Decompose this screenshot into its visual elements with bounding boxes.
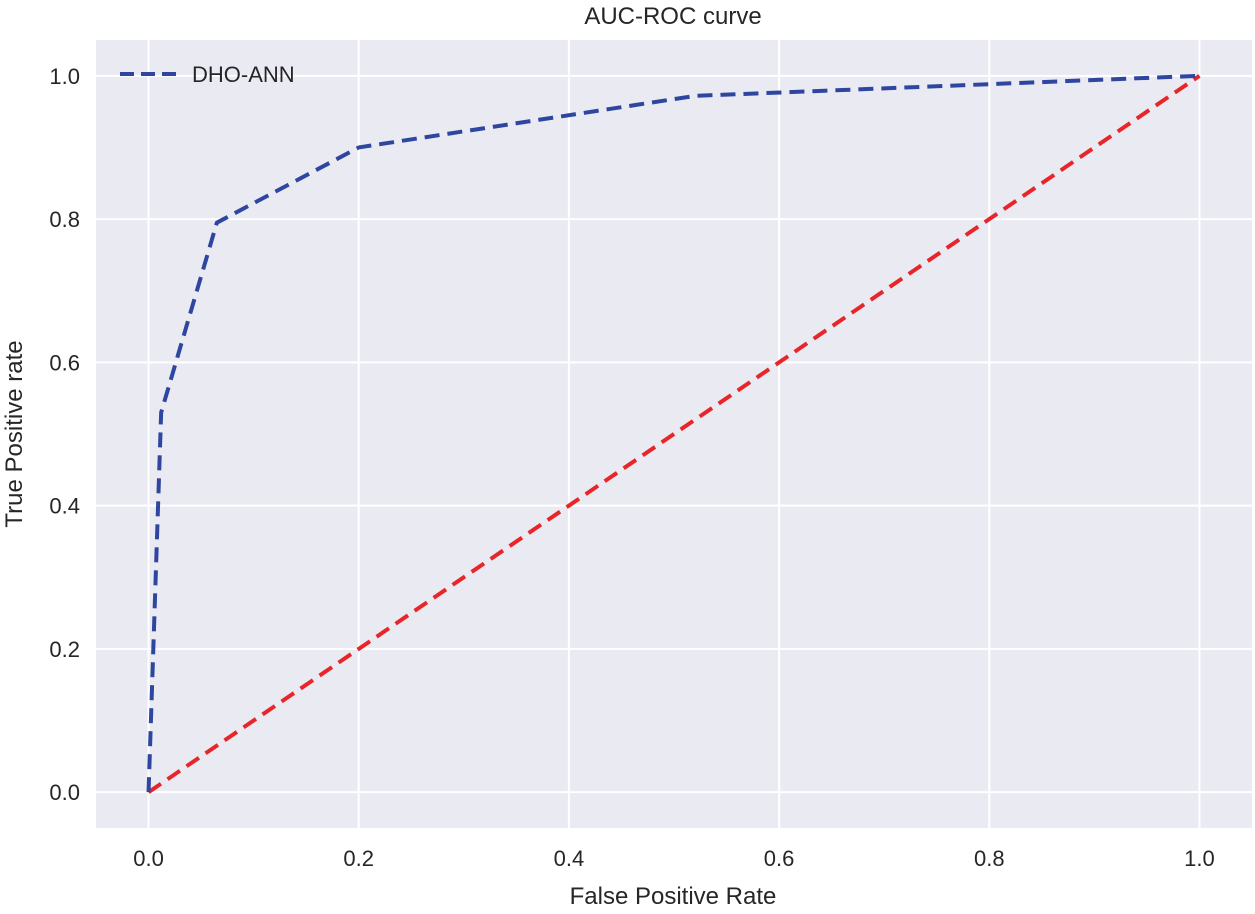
- x-tick-label: 0.6: [764, 846, 795, 871]
- series-line-dho-ann: [146, 73, 1200, 793]
- x-tick-labels: 0.0 0.2 0.4 0.6 0.8 1.0: [133, 846, 1215, 871]
- series-layer: [146, 73, 1201, 794]
- x-axis-label: False Positive Rate: [570, 883, 777, 910]
- legend-label-dho-ann: DHO-ANN: [192, 62, 295, 87]
- y-axis-label: True Positive rate: [1, 340, 28, 527]
- y-tick-label: 0.6: [49, 350, 80, 375]
- x-tick-label: 1.0: [1184, 846, 1215, 871]
- grid-lines: [96, 40, 1252, 828]
- y-tick-label: 0.2: [49, 637, 80, 662]
- x-tick-label: 0.2: [343, 846, 374, 871]
- y-tick-label: 0.8: [49, 207, 80, 232]
- y-tick-labels: 0.0 0.2 0.4 0.6 0.8 1.0: [49, 64, 80, 805]
- x-tick-label: 0.8: [974, 846, 1005, 871]
- x-tick-label: 0.4: [554, 846, 585, 871]
- x-tick-label: 0.0: [133, 846, 164, 871]
- chart-title: AUC-ROC curve: [584, 3, 761, 30]
- y-tick-label: 0.4: [49, 494, 80, 519]
- series-line-chance: [147, 74, 1201, 794]
- legend: DHO-ANN: [120, 62, 295, 87]
- y-tick-label: 1.0: [49, 64, 80, 89]
- y-tick-label: 0.0: [49, 780, 80, 805]
